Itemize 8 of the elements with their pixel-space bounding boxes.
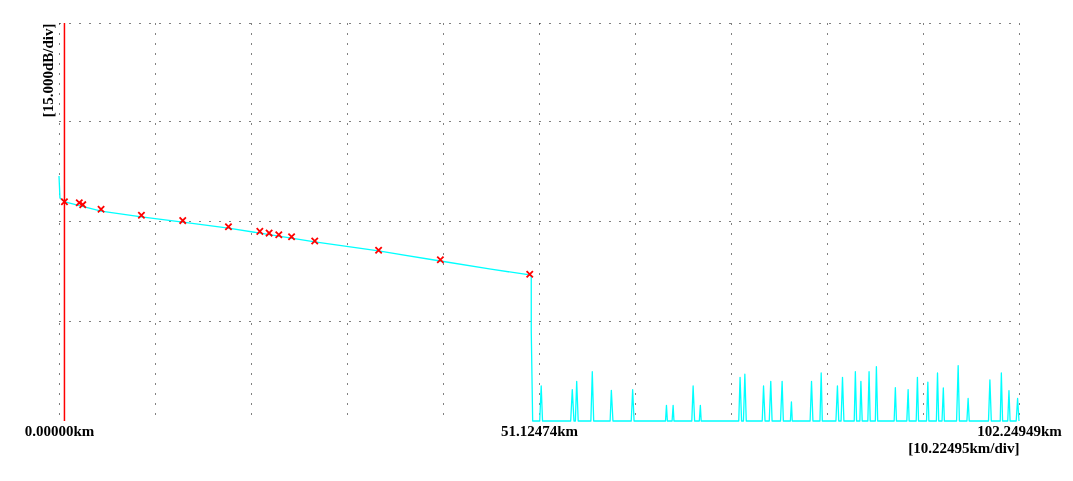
x-tick-label: 102.24949km [977, 422, 1063, 439]
point [287, 232, 296, 241]
y-axis-title: [15.000dB/div] [39, 23, 56, 118]
point [265, 229, 274, 238]
x-tick-label: 0.00000km [24, 422, 95, 439]
x-axis-title: [10.22495km/div] [908, 439, 1020, 456]
point [224, 222, 233, 231]
x-tick-label: 51.12474km [500, 422, 579, 439]
